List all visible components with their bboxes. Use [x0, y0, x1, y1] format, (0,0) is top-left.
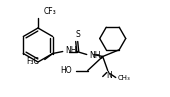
Text: N: N — [106, 71, 112, 81]
Text: CF₃: CF₃ — [44, 7, 57, 16]
Text: NH: NH — [90, 51, 101, 60]
Text: F₃C: F₃C — [26, 57, 39, 66]
Text: NH: NH — [66, 46, 77, 55]
Text: S: S — [75, 29, 80, 39]
Text: CH₃: CH₃ — [118, 75, 130, 81]
Text: HO: HO — [60, 66, 72, 75]
